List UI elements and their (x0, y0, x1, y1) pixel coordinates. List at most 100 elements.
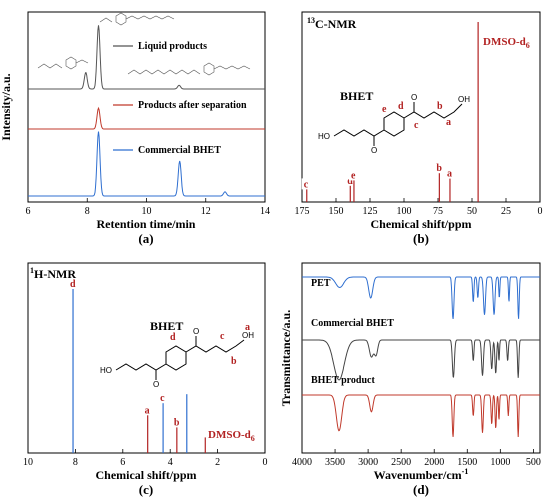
svg-text:b: b (437, 101, 443, 112)
panel-d-series-label-pet: PET (311, 278, 331, 289)
svg-text:b: b (231, 356, 237, 367)
svg-text:OH: OH (242, 331, 254, 340)
panel-d-label: (d) (413, 482, 429, 497)
legend-label-separated: Products after separation (138, 100, 247, 111)
xtick-label: 50 (467, 206, 477, 217)
panel-b-label: (b) (413, 231, 429, 246)
ftir-trace-1 (302, 339, 540, 381)
panel-d-ftir: Transmittance/a.u. Wavenumber/cm-1 (d) 4… (279, 262, 541, 497)
svg-text:d: d (170, 332, 176, 343)
xtick-label: 150 (329, 206, 344, 217)
xtick-label: 175 (295, 206, 310, 217)
xtick-label: 8 (85, 206, 90, 217)
panel-b-solvent-label: DMSO-d6 (483, 36, 530, 50)
xtick-label: 6 (120, 457, 125, 468)
xtick-label: 4000 (292, 457, 312, 468)
panel-d-series-label-commercial: Commercial BHET (311, 318, 394, 329)
panel-c-h1-nmr: 1H-NMR DMSO-d6 Chemical shift/ppm (c) 10… (23, 262, 268, 497)
svg-text:a: a (446, 117, 451, 128)
panel-b-molecule-name: BHET (340, 89, 373, 103)
legend-label-commercial: Commercial BHET (138, 145, 221, 156)
peak-label: d (70, 279, 76, 290)
xtick-label: 1500 (457, 457, 477, 468)
legend-label-liquid: Liquid products (138, 41, 207, 52)
panel-c-title: 1H-NMR (30, 266, 76, 281)
svg-text:e: e (382, 104, 387, 115)
xtick-label: 14 (260, 206, 270, 217)
xtick-label: 75 (433, 206, 443, 217)
panel-b-c13-nmr: 13C-NMR DMSO-d6 Chemical shift/ppm (b) 1… (295, 11, 543, 246)
panel-d-series-label-product: BHET product (311, 375, 375, 386)
xtick-label: 0 (263, 457, 268, 468)
peak-label-bg (301, 178, 312, 190)
peak-label-bg (171, 416, 182, 428)
panel-d-xlabel: Wavenumber/cm-1 (374, 467, 469, 482)
svg-text:O: O (193, 327, 199, 336)
xtick-label: 2000 (424, 457, 444, 468)
peak-label: a (447, 169, 452, 180)
peak-label: d (347, 176, 353, 187)
svg-text:HO: HO (318, 132, 330, 141)
xtick-label: 6 (26, 206, 31, 217)
panel-a-traces (28, 25, 265, 197)
peak-label: e (351, 170, 356, 181)
trace-2 (28, 131, 265, 197)
xtick-label: 3500 (325, 457, 345, 468)
panel-b-peaks: c deb a (301, 22, 479, 202)
molecule-sketch-1 (37, 56, 89, 70)
svg-text:HO: HO (100, 366, 112, 375)
panel-c-label: (c) (139, 482, 153, 497)
panel-a-legend: Liquid products Products after separatio… (113, 41, 247, 156)
panel-c-molecule-name: BHET (150, 319, 183, 333)
xtick-label: 25 (501, 206, 511, 217)
panel-c-solvent-label: DMSO-d6 (208, 429, 255, 443)
panel-c-peaks: d ac b (68, 278, 206, 453)
xtick-label: 1000 (490, 457, 510, 468)
svg-text:O: O (153, 380, 159, 389)
panel-b-structure: O O OH HO e d c b a (318, 93, 470, 155)
xtick-label: 10 (142, 206, 152, 217)
panel-a-label: (a) (138, 231, 153, 246)
panel-c-xticks: 10 8 6 4 2 0 (23, 449, 268, 468)
molecule-sketch-2 (99, 12, 175, 26)
xtick-label: 10 (23, 457, 33, 468)
xtick-label: 8 (73, 457, 78, 468)
peak-label-bg (142, 404, 153, 416)
panel-a-chromatogram: Intensity/a.u. Retention time/min (a) 6 8… (0, 11, 270, 246)
xtick-label: 100 (397, 206, 412, 217)
xtick-label: 0 (538, 206, 543, 217)
panel-d-traces (302, 276, 540, 438)
svg-text:a: a (245, 322, 250, 333)
svg-text:O: O (371, 146, 377, 155)
panel-c-xlabel: Chemical shift/ppm (95, 468, 196, 482)
svg-text:c: c (220, 331, 225, 342)
panel-b-frame (301, 11, 541, 203)
panel-b-xlabel: Chemical shift/ppm (370, 217, 471, 231)
peak-label: a (145, 405, 150, 416)
xtick-label: 12 (201, 206, 211, 217)
xtick-label: 125 (363, 206, 378, 217)
ftir-trace-0 (302, 276, 540, 319)
peak-label-bg (444, 167, 455, 179)
svg-text:c: c (414, 120, 419, 131)
molecule-sketch-3 (127, 62, 251, 76)
panel-d-frame (301, 262, 541, 454)
peak-label-bg (158, 392, 169, 404)
xtick-label: 2 (215, 457, 220, 468)
peak-label-bg (348, 169, 359, 181)
xtick-label: 3000 (358, 457, 378, 468)
peak-label: b (174, 417, 180, 428)
panel-c-structure: O O OH HO d c b a (100, 322, 254, 389)
panel-b-xticks: 175 150 125 100 75 50 25 0 (295, 198, 543, 217)
xtick-label: 500 (526, 457, 541, 468)
svg-text:O: O (411, 93, 417, 102)
panel-a-ylabel: Intensity/a.u. (0, 73, 13, 140)
peak-label-bg (434, 162, 445, 174)
panel-a-xlabel: Retention time/min (97, 217, 196, 231)
peak-label: c (304, 179, 309, 190)
peak-label: c (160, 393, 165, 404)
trace-1 (28, 106, 265, 130)
xtick-label: 2500 (391, 457, 411, 468)
xtick-label: 4 (168, 457, 173, 468)
